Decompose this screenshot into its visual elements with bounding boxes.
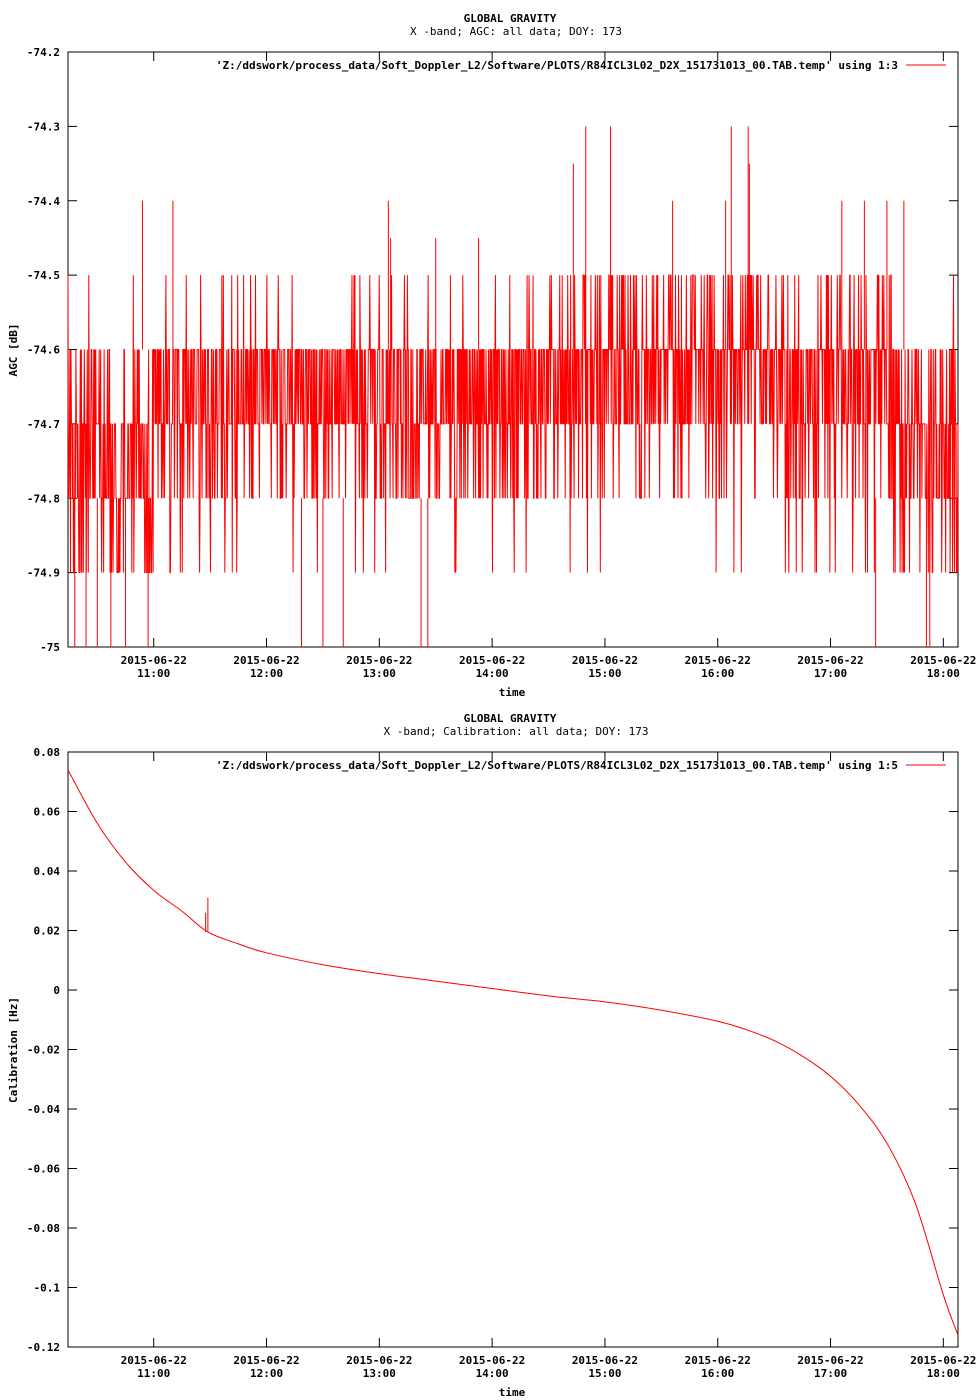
calibration-y-axis-label: Calibration [Hz] (7, 997, 20, 1103)
x-tick-date-label: 2015-06-22 (685, 654, 751, 667)
x-tick-date-label: 2015-06-22 (346, 654, 412, 667)
x-tick-date-label: 2015-06-22 (121, 654, 187, 667)
x-tick-time-label: 15:00 (588, 1367, 621, 1380)
calibration-plot-area: -0.12 -0.1 -0.08 -0.06 -0.04 -0.02 0 0.02 0.04 0.… (27, 746, 977, 1380)
y-tick-label: -74.4 (27, 195, 60, 208)
calibration-legend-label: 'Z:/ddswork/process_data/Soft_Doppler_L2… (216, 759, 898, 772)
y-tick-label: -0.12 (27, 1341, 60, 1354)
y-tick-label: 0.06 (34, 806, 61, 819)
y-tick-label: -0.06 (27, 1163, 60, 1176)
x-tick-time-label: 16:00 (701, 1367, 734, 1380)
x-tick-date-label: 2015-06-22 (572, 654, 638, 667)
calibration-chart-title: GLOBAL GRAVITY (464, 712, 557, 725)
x-tick-time-label: 15:00 (588, 667, 621, 680)
x-tick-date-label: 2015-06-22 (910, 1354, 976, 1367)
x-tick-date-label: 2015-06-22 (572, 1354, 638, 1367)
y-tick-label: 0.08 (34, 746, 61, 759)
x-tick-time-label: 18:00 (927, 1367, 960, 1380)
x-tick-date-label: 2015-06-22 (346, 1354, 412, 1367)
plot-frame (67, 751, 959, 1348)
x-tick-time-label: 17:00 (814, 1367, 847, 1380)
y-tick-label: -0.08 (27, 1222, 60, 1235)
y-tick-label: -74.5 (27, 269, 60, 282)
y-tick-label: -74.8 (27, 492, 60, 505)
agc-chart-subtitle: X -band; AGC: all data; DOY: 173 (410, 25, 622, 38)
agc-series-line (67, 274, 959, 574)
x-tick-time-label: 14:00 (476, 1367, 509, 1380)
calibration-x-axis-label: time (499, 1386, 526, 1399)
agc-y-axis-label: AGC [dB] (7, 324, 20, 377)
agc-chart-title: GLOBAL GRAVITY (464, 12, 557, 25)
x-tick-date-label: 2015-06-22 (797, 1354, 863, 1367)
y-tick-label: 0.04 (34, 865, 61, 878)
y-tick-label: -74.6 (27, 344, 60, 357)
x-tick-time-label: 13:00 (363, 667, 396, 680)
agc-chart: GLOBAL GRAVITY X -band; AGC: all data; D… (7, 12, 976, 699)
x-tick-date-label: 2015-06-22 (685, 1354, 751, 1367)
y-tick-label: 0.02 (34, 925, 61, 938)
x-tick-date-label: 2015-06-22 (459, 654, 525, 667)
x-tick-time-label: 11:00 (137, 1367, 170, 1380)
y-tick-label: -0.1 (34, 1282, 61, 1295)
x-tick-time-label: 12:00 (250, 667, 283, 680)
x-tick-date-label: 2015-06-22 (797, 654, 863, 667)
x-tick-date-label: 2015-06-22 (233, 654, 299, 667)
y-tick-label: 0 (53, 984, 60, 997)
agc-plot-area: -75 -74.9 -74.8 -74.7 -74.6 -74.5 -74.4 -74.3 -7… (27, 46, 977, 680)
x-tick-date-label: 2015-06-22 (459, 1354, 525, 1367)
y-tick-label: -74.3 (27, 120, 60, 133)
calibration-series-line (67, 769, 959, 1336)
x-tick-date-label: 2015-06-22 (910, 654, 976, 667)
y-tick-label: -74.7 (27, 418, 60, 431)
agc-legend-label: 'Z:/ddswork/process_data/Soft_Doppler_L2… (216, 59, 898, 72)
x-tick-time-label: 18:00 (927, 667, 960, 680)
y-tick-label: -0.04 (27, 1103, 60, 1116)
y-tick-label: -0.02 (27, 1044, 60, 1057)
y-tick-label: -74.2 (27, 46, 60, 59)
x-tick-time-label: 17:00 (814, 667, 847, 680)
x-tick-time-label: 14:00 (476, 667, 509, 680)
x-tick-time-label: 13:00 (363, 1367, 396, 1380)
y-tick-label: -74.9 (27, 567, 60, 580)
y-tick-label: -75 (40, 641, 60, 654)
x-tick-time-label: 16:00 (701, 667, 734, 680)
agc-x-axis-label: time (499, 686, 526, 699)
x-tick-time-label: 12:00 (250, 1367, 283, 1380)
x-tick-time-label: 11:00 (137, 667, 170, 680)
x-tick-date-label: 2015-06-22 (233, 1354, 299, 1367)
calibration-chart-subtitle: X -band; Calibration: all data; DOY: 173 (384, 725, 649, 738)
calibration-chart: GLOBAL GRAVITY X -band; Calibration: all… (7, 712, 976, 1399)
x-tick-date-label: 2015-06-22 (121, 1354, 187, 1367)
